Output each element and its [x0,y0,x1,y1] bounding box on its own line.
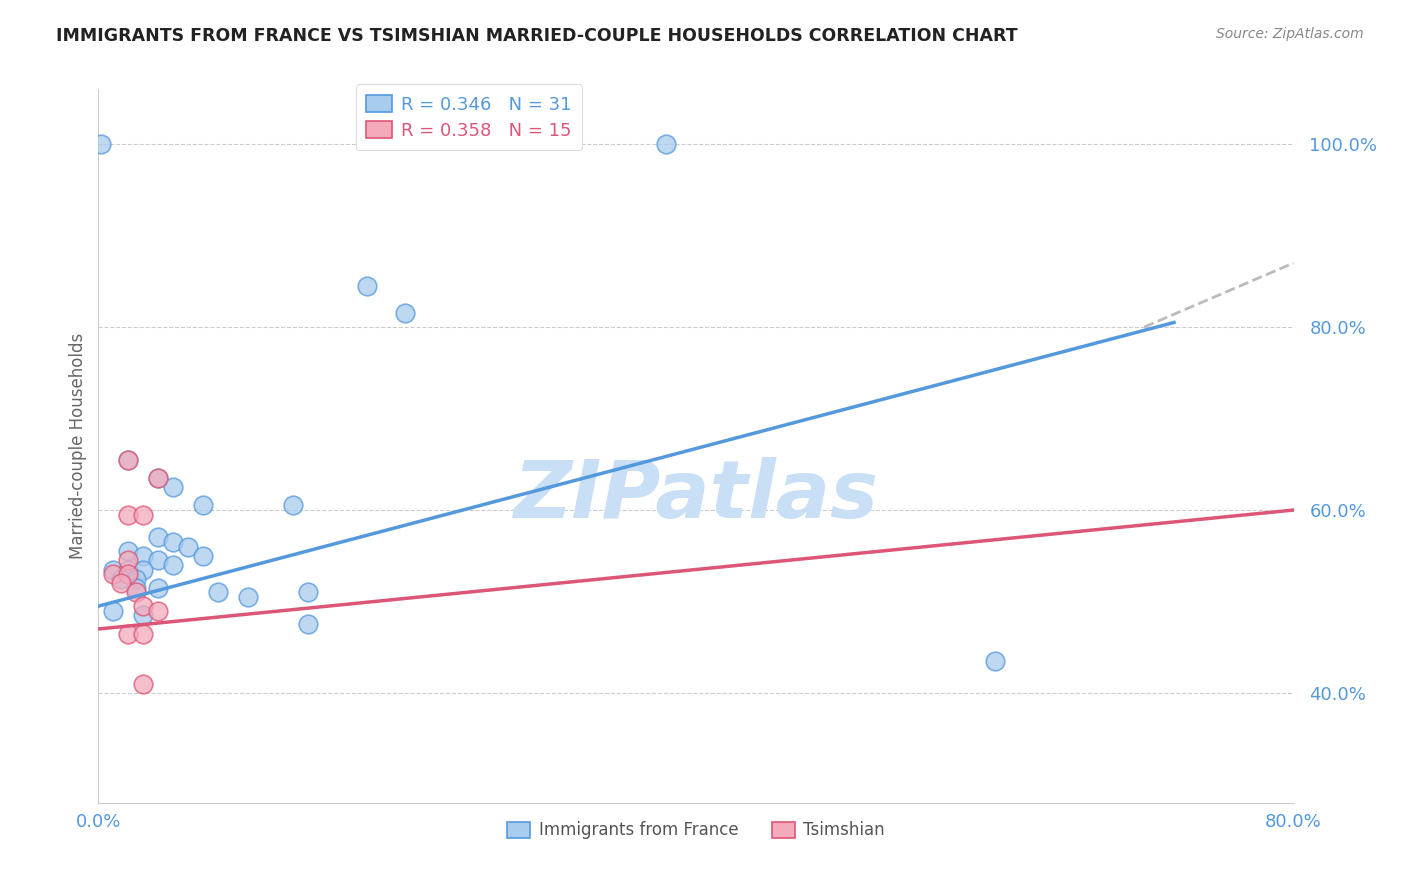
Y-axis label: Married-couple Households: Married-couple Households [69,333,87,559]
Point [110,576,132,591]
Point [148,553,170,567]
Point [90,137,112,152]
Point [148,471,170,485]
Text: ZIPatlas: ZIPatlas [513,457,879,535]
Point [356,279,378,293]
Point [297,585,319,599]
Point [125,581,148,595]
Point [162,558,184,572]
Point [132,599,155,613]
Point [236,590,259,604]
Point [191,549,214,563]
Point [148,531,170,545]
Point [132,608,155,623]
Point [132,549,155,563]
Point [655,137,678,152]
Point [110,572,132,586]
Point [132,846,155,860]
Point [117,452,139,467]
Point [191,499,214,513]
Point [162,480,184,494]
Point [117,562,139,576]
Point [148,471,170,485]
Point [132,562,155,576]
Point [297,617,319,632]
Point [117,626,139,640]
Point [125,572,148,586]
Point [117,452,139,467]
Point [117,544,139,558]
Point [103,567,125,582]
Point [117,553,139,567]
Point [984,654,1007,668]
Point [132,626,155,640]
Point [117,508,139,522]
Point [103,562,125,576]
Legend: Immigrants from France, Tsimshian: Immigrants from France, Tsimshian [501,814,891,846]
Point [117,567,139,582]
Point [132,508,155,522]
Point [103,604,125,618]
Point [132,677,155,691]
Point [125,585,148,599]
Point [148,581,170,595]
Point [148,604,170,618]
Point [177,540,200,554]
Text: IMMIGRANTS FROM FRANCE VS TSIMSHIAN MARRIED-COUPLE HOUSEHOLDS CORRELATION CHART: IMMIGRANTS FROM FRANCE VS TSIMSHIAN MARR… [56,27,1018,45]
Point [207,585,229,599]
Point [162,535,184,549]
Text: Source: ZipAtlas.com: Source: ZipAtlas.com [1216,27,1364,41]
Point [281,499,304,513]
Point [394,306,416,320]
